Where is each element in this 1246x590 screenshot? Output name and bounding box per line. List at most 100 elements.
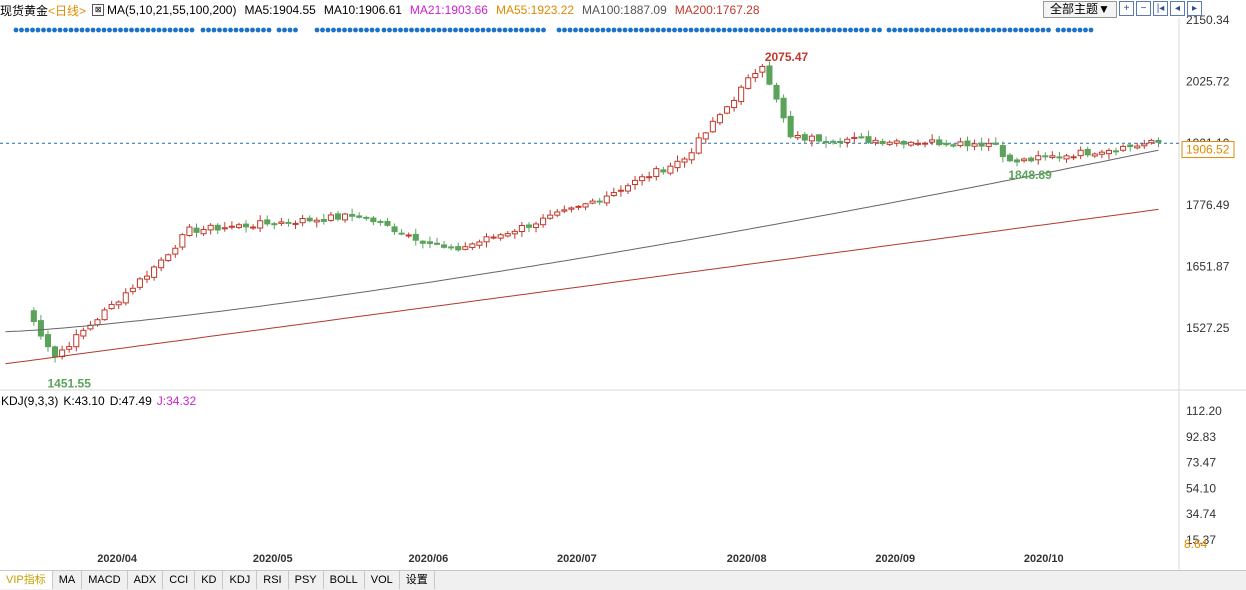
candle-body (504, 233, 511, 237)
tab-adx[interactable]: ADX (128, 571, 164, 589)
x-axis-label: 2020/10 (1024, 553, 1064, 565)
marker-dot (584, 27, 589, 33)
candle-body (108, 303, 115, 310)
marker-dot (314, 27, 320, 33)
candle-body (1021, 158, 1028, 162)
candle-body (122, 292, 129, 304)
candle-body (922, 142, 929, 145)
marker-dot (655, 27, 661, 33)
marker-dot (530, 27, 535, 33)
marker-dot (442, 27, 447, 33)
candle-body (1134, 145, 1141, 149)
candle-body (561, 209, 568, 212)
candle-body (37, 320, 44, 337)
marker-dot (134, 27, 140, 33)
marker-dot (732, 27, 738, 33)
first-icon[interactable]: |◂ (1153, 1, 1168, 16)
candle-body (433, 242, 441, 245)
tab-psy[interactable]: PSY (289, 571, 324, 589)
tab-boll[interactable]: BOLL (324, 571, 365, 589)
tab-vol[interactable]: VOL (365, 571, 400, 589)
candle-body (242, 223, 250, 228)
marker-dot (1002, 27, 1007, 33)
current-price-label: 1906.52 (1186, 143, 1230, 157)
candle-body (228, 225, 235, 228)
marker-dot (1029, 27, 1035, 33)
marker-dot (892, 27, 897, 33)
marker-dot (206, 27, 211, 33)
theme-dropdown[interactable]: 全部主题▼ (1043, 1, 1117, 18)
marker-dot (369, 27, 375, 33)
candle-body (1056, 156, 1063, 159)
marker-dot (293, 27, 298, 33)
marker-dot (250, 27, 255, 33)
tab-kd[interactable]: KD (195, 571, 224, 589)
candle-body (632, 179, 639, 186)
marker-dot (118, 27, 123, 33)
candle-body (1035, 155, 1042, 161)
marker-dot (897, 27, 903, 33)
marker-dot (320, 27, 325, 33)
tab-macd[interactable]: MACD (82, 571, 128, 589)
candle-body (646, 176, 653, 179)
candle-body (794, 134, 801, 139)
candle-body (808, 135, 815, 142)
prev-icon[interactable]: ◂ (1170, 1, 1185, 16)
marker-dot (749, 27, 754, 33)
marker-dot (595, 27, 600, 33)
marker-dot (233, 27, 239, 33)
tab-kdj[interactable]: KDJ (223, 571, 258, 589)
tab-vip指标[interactable]: VIP指标 (0, 571, 53, 589)
marker-dot (375, 27, 380, 33)
marker-dot (936, 27, 941, 33)
marker-dot (189, 27, 195, 33)
marker-dot (497, 27, 502, 33)
marker-dot (519, 27, 524, 33)
marker-dot (325, 27, 331, 33)
marker-dot (842, 27, 848, 33)
marker-dot (996, 27, 1002, 33)
marker-dot (1040, 27, 1046, 33)
candle-body (688, 152, 695, 161)
candle-body (950, 144, 957, 147)
marker-dot (727, 27, 732, 33)
candle-body (292, 222, 299, 225)
marker-dot (464, 27, 469, 33)
marker-dot (342, 27, 347, 33)
marker-dot (541, 27, 546, 33)
ma-settings-icon[interactable]: ⊠ (92, 4, 105, 16)
marker-dot (974, 27, 980, 33)
tab-设置[interactable]: 设置 (400, 571, 435, 589)
candle-body (172, 247, 179, 255)
candle-body (1042, 155, 1049, 158)
marker-dot (815, 27, 820, 33)
annotation-high: 2075.47 (765, 50, 809, 64)
marker-dot (980, 27, 985, 33)
ma-legend-ma200: MA200:1767.28 (674, 3, 760, 17)
price-tick-label: 1651.87 (1186, 259, 1230, 273)
candle-body (426, 241, 433, 244)
candle-body (540, 217, 547, 226)
marker-dot (853, 27, 859, 33)
candle-body (532, 223, 540, 228)
candle-body (582, 203, 589, 208)
candle-body (391, 226, 398, 233)
marker-dot (63, 27, 68, 33)
candle-body (914, 142, 922, 145)
marker-dot (101, 27, 107, 33)
period-selector[interactable]: <日线> (48, 3, 87, 18)
tab-cci[interactable]: CCI (163, 571, 196, 589)
candle-body (815, 134, 822, 142)
marker-dot (24, 27, 30, 33)
tab-ma[interactable]: MA (53, 571, 83, 589)
zoom-in-icon[interactable]: + (1119, 1, 1134, 16)
marker-dot (567, 27, 573, 33)
zoom-out-icon[interactable]: − (1136, 1, 1151, 16)
marker-dot (524, 27, 530, 33)
next-icon[interactable]: ▸ (1187, 1, 1202, 16)
candle-body (702, 132, 709, 140)
tab-rsi[interactable]: RSI (257, 571, 289, 589)
candle-body (589, 200, 596, 204)
marker-dot (13, 27, 19, 33)
